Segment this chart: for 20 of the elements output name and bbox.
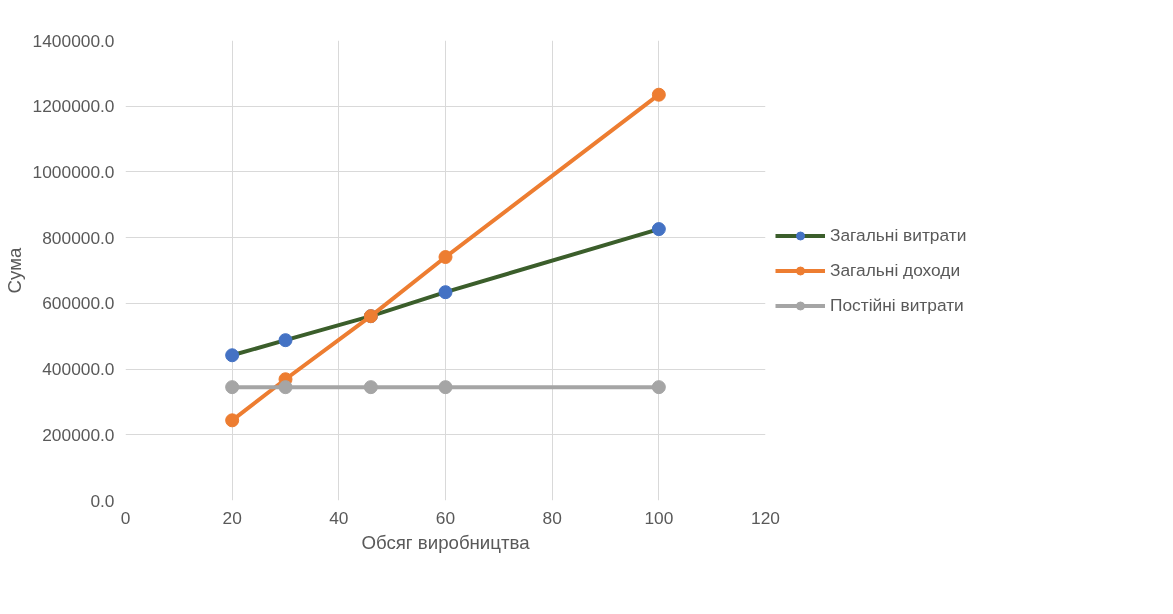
x-tick-label: 0 (120, 507, 131, 528)
x-tick-label: 20 (222, 507, 242, 528)
y-tick-label: 1400000.0 (32, 30, 115, 51)
x-tick-label: 100 (644, 507, 674, 528)
legend-label: Загальні доходи (830, 259, 961, 281)
x-tick-label: 40 (329, 507, 349, 528)
x-tick-label: 80 (542, 507, 562, 528)
x-tick-label: 120 (751, 507, 780, 528)
y-tick-label: 600000.0 (42, 293, 115, 314)
legend-label: Постійні витрати (830, 294, 964, 316)
legend-label: Загальні витрати (830, 224, 967, 246)
y-tick-label: 800000.0 (42, 227, 115, 248)
y-tick-label: 400000.0 (42, 359, 115, 380)
y-tick-label: 200000.0 (42, 424, 115, 445)
y-axis-title: Сума (3, 246, 25, 294)
y-tick-label: 1200000.0 (32, 96, 115, 117)
y-tick-label: 0.0 (90, 490, 115, 511)
x-axis-title: Обсяг виробництва (361, 531, 531, 553)
x-tick-label: 60 (435, 507, 456, 528)
y-tick-label: 1000000.0 (32, 161, 115, 182)
